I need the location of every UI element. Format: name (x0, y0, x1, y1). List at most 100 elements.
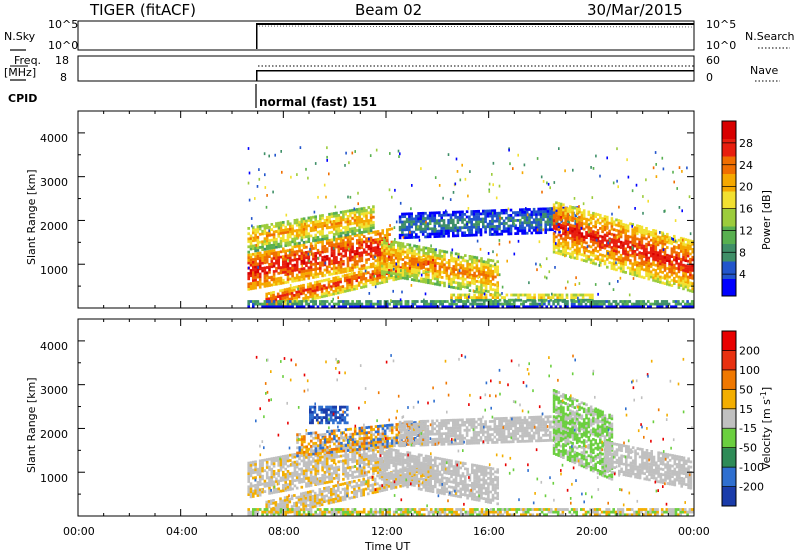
data-cell (298, 467, 301, 471)
data-cell (492, 183, 494, 187)
data-cell (254, 460, 257, 464)
data-cell (413, 262, 416, 266)
data-cell (281, 291, 285, 295)
data-cell (277, 224, 280, 228)
data-cell (434, 305, 438, 309)
data-cell (305, 274, 308, 278)
data-cell (394, 256, 398, 260)
data-cell (289, 305, 292, 309)
data-cell (615, 252, 618, 256)
data-cell (592, 243, 595, 247)
data-cell (410, 262, 414, 266)
data-cell (415, 214, 418, 218)
data-cell (254, 465, 257, 469)
data-cell (272, 270, 276, 273)
data-cell (610, 267, 614, 270)
data-cell (476, 305, 479, 309)
data-cell (606, 227, 608, 230)
data-cell (661, 263, 664, 266)
data-cell (323, 305, 327, 309)
data-cell (445, 269, 449, 272)
data-cell (291, 477, 294, 480)
data-cell (471, 305, 475, 309)
data-cell (523, 229, 527, 232)
data-cell (619, 235, 623, 239)
data-cell (684, 243, 688, 247)
data-cell (458, 210, 462, 214)
data-cell (406, 266, 409, 270)
data-cell (659, 278, 662, 281)
data-cell (344, 300, 347, 303)
data-cell (640, 305, 643, 309)
data-cell (521, 213, 524, 217)
data-cell (309, 268, 313, 272)
data-cell (610, 227, 614, 231)
data-cell (270, 491, 274, 495)
data-cell (250, 217, 253, 220)
data-cell (496, 289, 499, 292)
data-cell (297, 290, 301, 294)
data-cell (549, 215, 552, 218)
data-cell (263, 482, 267, 486)
data-cell (487, 271, 490, 275)
data-cell (424, 278, 428, 281)
data-cell (473, 293, 476, 297)
data-cell (480, 267, 483, 271)
data-cell (447, 234, 450, 238)
data-cell (578, 210, 581, 214)
data-cell (309, 484, 313, 487)
data-cell (300, 257, 304, 260)
data-cell (438, 219, 441, 222)
data-cell (339, 234, 343, 238)
data-cell (392, 265, 395, 269)
data-cell (530, 223, 534, 227)
data-cell (610, 238, 614, 241)
data-cell (421, 227, 425, 231)
data-cell (649, 252, 653, 255)
data-cell (300, 302, 304, 306)
data-cell (247, 261, 250, 265)
data-cell (360, 233, 364, 236)
data-cell (624, 234, 627, 237)
data-cell (480, 280, 483, 284)
data-cell (268, 229, 270, 233)
data-cell (592, 259, 595, 262)
data-cell (309, 266, 313, 269)
data-cell (493, 233, 497, 236)
data-cell (573, 302, 576, 306)
data-cell (603, 233, 607, 237)
data-cell (494, 288, 497, 292)
data-cell (674, 302, 678, 306)
data-cell (351, 222, 354, 225)
data-cell (337, 460, 341, 464)
data-cell (283, 288, 287, 292)
data-cell (575, 305, 578, 309)
data-cell (323, 273, 327, 277)
nsky-tick-bottom: 10^0 (48, 39, 78, 52)
freq-tick-bottom: 8 (60, 71, 67, 84)
data-cell (545, 305, 548, 309)
data-cell (535, 231, 538, 235)
data-cell (365, 242, 368, 246)
data-cell (353, 454, 357, 458)
data-cell (488, 222, 492, 226)
data-cell (376, 264, 380, 267)
data-cell (332, 212, 336, 215)
data-cell (263, 269, 267, 272)
data-cell (461, 282, 465, 286)
data-cell (645, 250, 648, 254)
data-cell (594, 220, 597, 224)
data-cell (265, 242, 269, 245)
data-cell (397, 265, 400, 268)
data-cell (346, 461, 350, 465)
data-cell (544, 228, 547, 232)
data-cell (302, 474, 306, 478)
data-cell (319, 253, 322, 257)
data-cell (580, 242, 583, 245)
data-cell (438, 232, 441, 236)
data-cell (452, 265, 456, 268)
data-cell (551, 217, 554, 221)
data-cell (434, 251, 437, 254)
data-cell (318, 288, 322, 291)
data-cell (440, 219, 443, 222)
